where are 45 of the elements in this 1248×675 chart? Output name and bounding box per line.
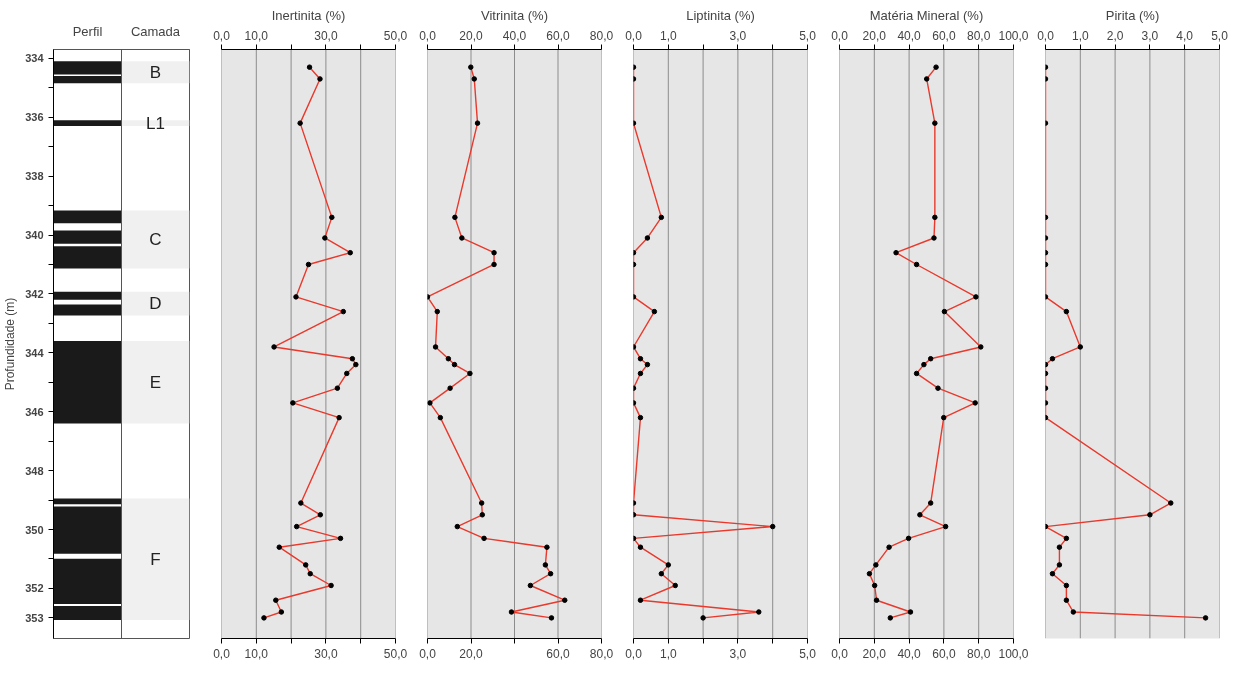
chart-title: Matéria Mineral (%)	[869, 7, 984, 23]
chart-title: Vitrinita (%)	[481, 7, 548, 23]
x-tick-label: 20,0	[459, 646, 483, 661]
band-label: F	[150, 549, 161, 569]
x-tick-label: 0,0	[625, 28, 643, 43]
y-tick-label: 346	[25, 405, 44, 418]
x-tick-label: 1,0	[659, 28, 677, 43]
x-tick-label: 10,0	[244, 28, 269, 43]
y-tick-label: 344	[25, 346, 45, 359]
y-tick-label: 340	[25, 229, 44, 242]
x-tick-label: 0,0	[213, 28, 231, 43]
y-tick-label: 352	[25, 582, 44, 595]
x-tick-label: 80,0	[967, 28, 991, 43]
band-label: D	[149, 294, 162, 314]
band-label: E	[149, 372, 162, 392]
y-tick-label: 338	[25, 170, 44, 183]
x-tick-label: 60,0	[546, 646, 570, 661]
y-tick-label: 350	[25, 523, 44, 536]
band-label: C	[149, 230, 162, 250]
x-tick-label: Camada	[130, 23, 181, 39]
x2-tick-label: 4,0	[1176, 28, 1194, 43]
y-tick-label: 342	[25, 287, 44, 300]
x-tick-label: 20,0	[862, 28, 887, 43]
x-tick-label: 30,0	[314, 28, 338, 43]
x-tick-label: 0,0	[419, 646, 437, 661]
y-tick-label: 348	[25, 464, 44, 477]
y-axis-title: Profundidade (m)	[3, 297, 18, 391]
x-tick-label: 40,0	[897, 28, 922, 43]
x-tick-label: 5,0	[799, 28, 817, 43]
x2-tick-label: 2,0	[1106, 28, 1124, 43]
chart-title: Pirita (%)	[1105, 7, 1160, 23]
x-tick-label: 0,0	[831, 28, 849, 43]
x-tick-label: 100,0	[998, 28, 1029, 43]
x-tick-label: 50,0	[383, 28, 408, 43]
chart-title: Liptinita (%)	[686, 7, 755, 23]
x-tick-label: 3,0	[729, 28, 747, 43]
x-tick-label: 60,0	[932, 28, 956, 43]
band-label: L1	[146, 113, 165, 133]
x-tick-label: Perfil	[72, 23, 103, 39]
y-tick-label: 336	[25, 111, 44, 124]
y-tick-label: 353	[25, 611, 44, 624]
x-tick-label: 80,0	[589, 646, 614, 661]
band-label: B	[149, 62, 162, 82]
y-tick-label: 334	[25, 52, 45, 65]
chart-title: Inertinita (%)	[271, 7, 346, 23]
